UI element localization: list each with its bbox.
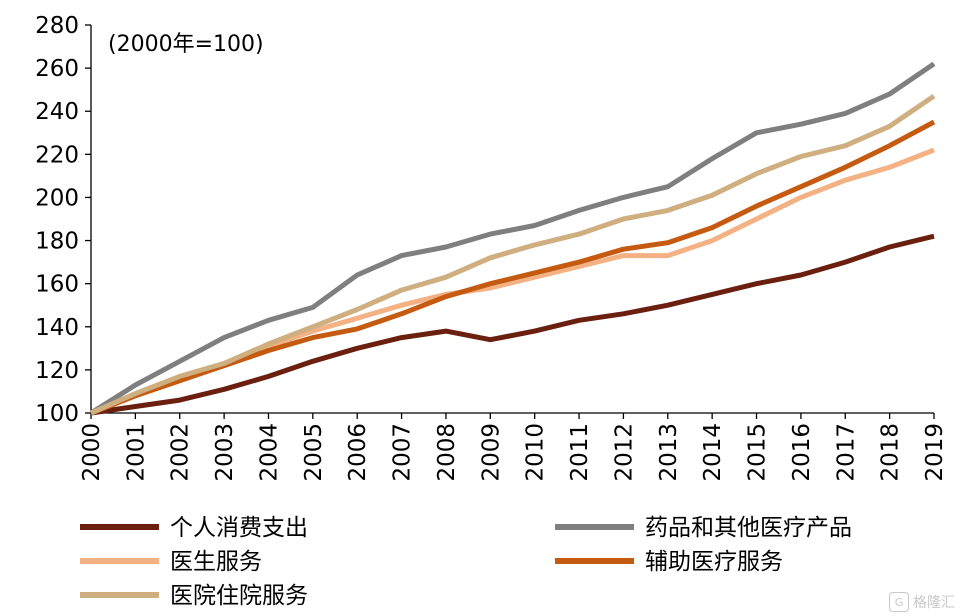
x-tick-label: 2014: [700, 423, 726, 482]
x-tick-label: 2015: [745, 423, 771, 482]
chart-series: [89, 61, 936, 416]
series-line: [90, 147, 935, 416]
x-tick-label: 2017: [833, 423, 859, 482]
watermark: G 格隆汇: [889, 592, 955, 612]
y-tick-label: 180: [35, 229, 79, 255]
series-line: [89, 61, 936, 416]
series-line: [89, 94, 936, 416]
series-line: [90, 233, 935, 416]
x-tick-label: 2013: [656, 423, 682, 482]
y-tick-label: 220: [35, 142, 79, 168]
legend-label: 医生服务: [170, 549, 262, 575]
x-tick-label: 2009: [478, 423, 504, 482]
x-tick-label: 2003: [212, 423, 238, 482]
y-tick-label: 100: [35, 401, 79, 427]
x-tick-label: 2019: [922, 423, 948, 482]
chart-note: (2000年=100): [108, 32, 264, 57]
watermark-text: 格隆汇: [913, 595, 955, 611]
x-tick-label: 2002: [168, 423, 194, 482]
x-tick-label: 2005: [301, 423, 327, 482]
legend-label: 医院住院服务: [170, 583, 308, 609]
x-tick-label: 2008: [434, 423, 460, 482]
x-tick-label: 2006: [345, 423, 371, 482]
x-tick-label: 2018: [878, 423, 904, 482]
y-tick-label: 280: [35, 13, 79, 39]
legend-label: 药品和其他医疗产品: [645, 515, 852, 541]
x-tick-label: 2001: [123, 423, 149, 482]
x-tick-label: 2007: [390, 423, 416, 482]
series-line: [90, 119, 936, 416]
y-tick-label: 200: [35, 185, 79, 211]
x-tick-label: 2000: [79, 423, 105, 482]
y-tick-label: 260: [35, 56, 79, 82]
legend-label: 个人消费支出: [170, 515, 308, 541]
x-tick-label: 2012: [611, 423, 637, 482]
y-tick-label: 140: [35, 315, 79, 341]
x-tick-label: 2010: [523, 423, 549, 482]
y-tick-label: 240: [35, 99, 79, 125]
chart-axes: 100 120 140 160 180 200 220 240 260 280 2000 2001 20…: [35, 13, 948, 482]
x-tick-label: 2016: [789, 423, 815, 482]
x-tick-label: 2004: [256, 423, 282, 482]
y-tick-label: 160: [35, 272, 79, 298]
legend-label: 辅助医疗服务: [645, 549, 783, 575]
x-tick-label: 2011: [567, 423, 593, 482]
y-tick-label: 120: [35, 358, 79, 384]
gelonghui-logo-icon: G: [889, 592, 909, 612]
